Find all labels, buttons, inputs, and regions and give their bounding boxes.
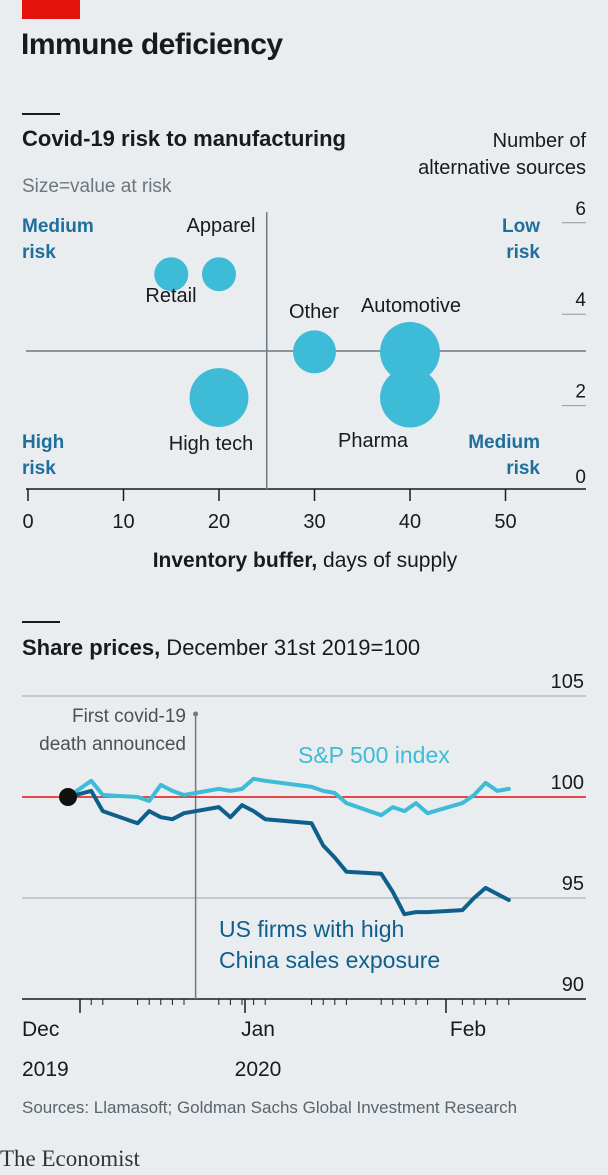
scatter-xtick-label: 10 xyxy=(112,511,134,533)
line-labels: Dec 2019 Jan 2020 Feb First covid-19 death ann… xyxy=(22,706,486,1081)
scatter-xtick-label: 30 xyxy=(303,511,325,533)
series-label-china-line1: US firms with high xyxy=(219,916,404,942)
series-line-china-exposure xyxy=(66,788,511,917)
line-xtick-year: 2020 xyxy=(235,1058,282,1081)
scatter-xtick-label: 40 xyxy=(399,511,421,533)
bubble-high-tech xyxy=(189,368,249,428)
page-title: Immune deficiency xyxy=(21,28,283,61)
scatter-ytick-label: 0 xyxy=(575,467,586,488)
quadrant-label-bottom_left-line1: High xyxy=(22,432,64,453)
bubble-label: Other xyxy=(289,301,339,323)
scatter-title: Covid-19 risk to manufacturing xyxy=(22,126,346,151)
scatter-xtick-label: 0 xyxy=(22,511,33,533)
scatter-xtick-label: 20 xyxy=(208,511,230,533)
annotation-label-line1: First covid-19 xyxy=(72,706,186,727)
series-label-sp500: S&P 500 index xyxy=(298,742,450,768)
quadrant-label-bottom_right-line2: risk xyxy=(506,458,540,479)
line-ytick-label: 100 xyxy=(551,772,584,794)
line-ytick-label: 95 xyxy=(562,873,584,895)
line-ytick-label: 105 xyxy=(551,671,584,693)
line-xtick-month: Feb xyxy=(450,1018,486,1041)
brand-red-bar xyxy=(22,0,80,19)
line-xtick-month: Jan xyxy=(241,1018,275,1041)
scatter-ylabel-line1: Number of xyxy=(493,130,587,152)
bubble-label: Automotive xyxy=(361,295,461,317)
bubble-label: Retail xyxy=(145,285,196,307)
bubble-pharma xyxy=(380,367,440,428)
start-point-dot xyxy=(59,788,77,806)
bubble-label: High tech xyxy=(169,433,254,455)
scatter-xlabel: Inventory buffer, days of supply xyxy=(153,549,458,572)
scatter-subtitle: Size=value at risk xyxy=(22,176,172,197)
line-ytick-label: 90 xyxy=(562,974,584,996)
scatter-ylabel-line2: alternative sources xyxy=(418,157,586,179)
bubble-label: Apparel xyxy=(187,215,256,237)
scatter-labels: Retail Apparel Other Automotive High tech Pha… xyxy=(22,215,540,479)
annotation-label-line2: death announced xyxy=(39,734,186,755)
bubble-apparel xyxy=(202,257,236,292)
scatter-ytick-label: 2 xyxy=(575,382,586,403)
quadrant-label-bottom_left-line2: risk xyxy=(22,458,56,479)
line-title: Share prices, December 31st 2019=100 xyxy=(22,635,420,660)
scatter-xtick-label: 50 xyxy=(494,511,516,533)
line-xtick-month: Dec xyxy=(22,1018,59,1041)
source-note: Sources: Llamasoft; Goldman Sachs Global… xyxy=(22,1098,518,1117)
series-line-sp500 xyxy=(66,776,511,818)
line-marks xyxy=(59,776,511,917)
scatter-grid: 0 2 4 6 0 10 20 30 40 50 xyxy=(22,199,586,533)
quadrant-label-bottom_right-line1: Medium xyxy=(468,432,540,453)
quadrant-label-top_right-line2: risk xyxy=(506,242,540,263)
scatter-ytick-label: 4 xyxy=(575,290,586,311)
scatter-marks xyxy=(154,257,440,428)
annotation-dot xyxy=(193,711,199,717)
quadrant-label-top_left-line2: risk xyxy=(22,242,56,263)
bubble-other xyxy=(292,330,337,374)
economist-logo: The Economist xyxy=(0,1146,140,1171)
bubble-label: Pharma xyxy=(338,430,409,452)
series-label-china-line2: China sales exposure xyxy=(219,947,440,973)
line-xtick-year: 2019 xyxy=(22,1058,69,1081)
bubble-retail xyxy=(154,257,189,292)
bubble-automotive xyxy=(380,321,440,382)
quadrant-label-top_left-line1: Medium xyxy=(22,216,94,237)
quadrant-label-top_right-line1: Low xyxy=(502,216,540,237)
scatter-ytick-label: 6 xyxy=(575,199,586,220)
